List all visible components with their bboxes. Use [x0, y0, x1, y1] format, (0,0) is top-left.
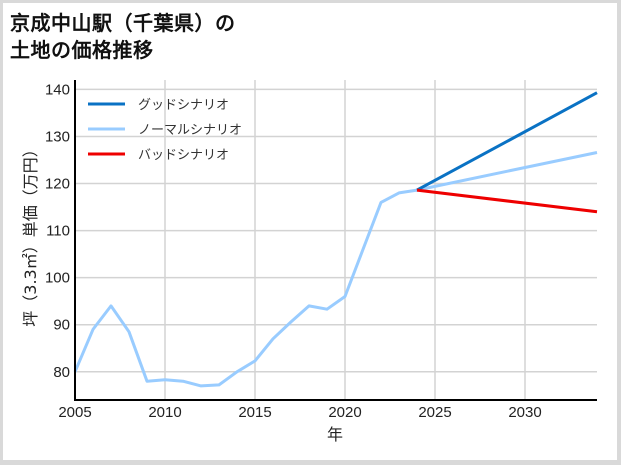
x-tick-label: 2010: [148, 404, 181, 421]
title-line-2: 土地の価格推移: [10, 38, 154, 62]
y-tick-label: 140: [45, 81, 70, 98]
legend-label-1: ノーマルシナリオ: [138, 123, 242, 138]
y-tick-label: 110: [46, 223, 70, 240]
chart-title: 京成中山駅（千葉県）の 土地の価格推移: [10, 10, 236, 64]
chart-frame: [3, 3, 617, 460]
legend-label-0: グッドシナリオ: [138, 98, 229, 113]
series-line-0: [416, 91, 598, 192]
y-tick-label: 130: [45, 128, 70, 145]
legend-label-2: バッドシナリオ: [138, 148, 229, 163]
x-tick-label: 2015: [238, 404, 271, 421]
y-tick-label: 90: [53, 317, 70, 334]
y-tick-label: 120: [45, 176, 70, 193]
x-tick-label: 2025: [418, 404, 451, 421]
x-tick-label: 2005: [58, 404, 91, 421]
series-line-2: [416, 188, 598, 214]
y-tick-label: 80: [53, 364, 70, 381]
x-tick-label: 2030: [508, 404, 541, 421]
y-tick-label: 100: [45, 270, 70, 287]
x-axis-label: 年: [327, 425, 343, 444]
x-tick-label: 2020: [328, 404, 361, 421]
series-line-1: [73, 151, 598, 388]
title-line-1: 京成中山駅（千葉県）の: [10, 11, 236, 35]
y-axis-label: 坪（3.3㎡）単価（万円）: [21, 141, 40, 326]
